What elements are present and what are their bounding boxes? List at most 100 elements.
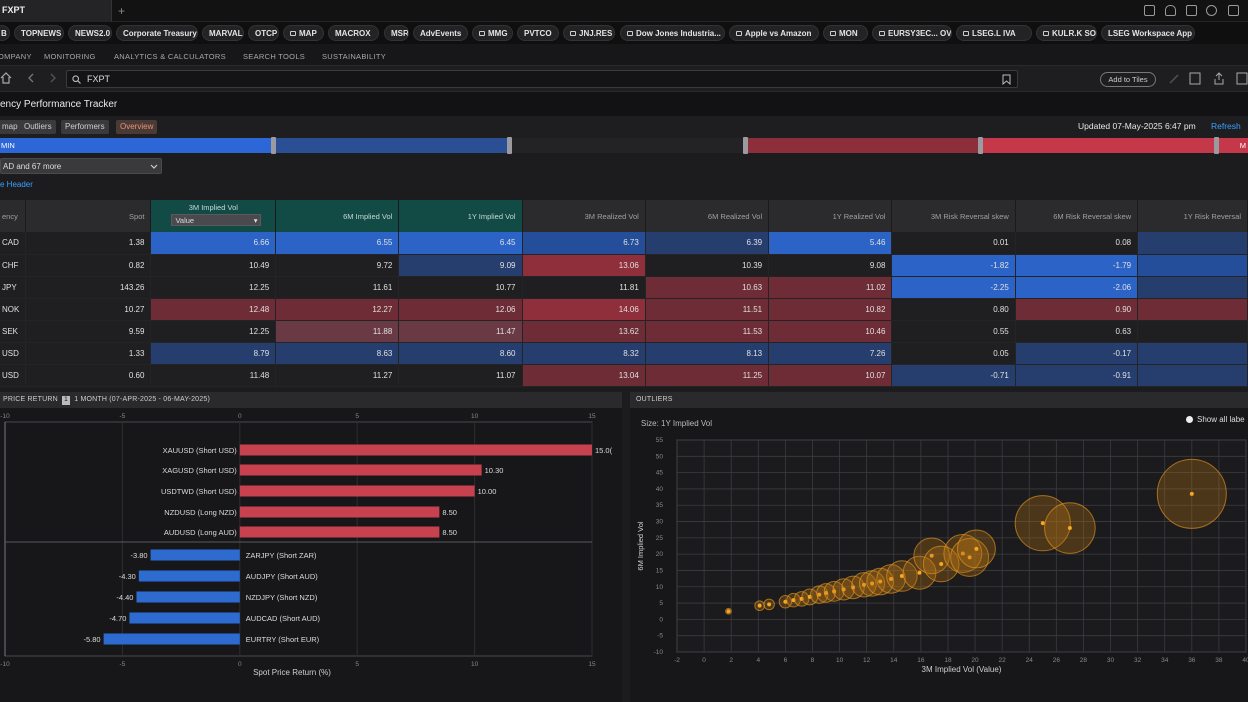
window-tab[interactable]: FXPT (0, 0, 112, 22)
hide-header-link[interactable]: e Header (0, 180, 33, 189)
scale-handle[interactable] (743, 137, 748, 154)
favorite-chip[interactable]: JNJ.RES (563, 25, 615, 41)
column-header[interactable]: 3M Implied Vol Value ▾ (150, 200, 277, 232)
favorite-chip[interactable]: LSEG.L IVA (956, 25, 1032, 41)
scatter-point[interactable] (1067, 526, 1072, 531)
scatter-point[interactable] (767, 602, 772, 607)
show-labels-radio[interactable] (1186, 416, 1193, 423)
column-header[interactable]: 1Y Realized Vol (768, 200, 893, 232)
add-to-tiles-button[interactable]: Add to Tiles (1100, 72, 1156, 87)
scatter-point[interactable] (726, 609, 731, 614)
favorite-chip[interactable]: MAP (283, 25, 324, 41)
table-row[interactable]: SEK 9.59 12.25 11.88 11.47 13.62 11.53 10.46 0.5… (0, 320, 1248, 343)
scatter-point[interactable] (878, 579, 883, 584)
favorite-chip[interactable]: LSEG Workspace App (1101, 25, 1195, 41)
tab-overview[interactable]: Overview (116, 120, 158, 134)
bar[interactable] (150, 549, 240, 561)
scatter-point[interactable] (870, 581, 875, 586)
column-header[interactable]: 3M Realized Vol (522, 200, 646, 232)
chat-icon[interactable] (1186, 5, 1197, 16)
favorite-chip[interactable]: MSR (384, 25, 409, 41)
bar[interactable] (239, 444, 593, 456)
favorite-chip[interactable]: PVTCO (517, 25, 559, 41)
table-row[interactable]: NOK 10.27 12.48 12.27 12.06 14.06 11.51 10.82 0.… (0, 298, 1248, 321)
scatter-point[interactable] (967, 555, 972, 560)
bar[interactable] (138, 570, 240, 582)
favorite-chip[interactable]: AdvEvents (413, 25, 468, 41)
favorite-chip[interactable]: OTCP (248, 25, 279, 41)
column-header[interactable]: 6M Risk Reversal skew (1015, 200, 1139, 232)
nav-search-tools[interactable]: SEARCH TOOLS (243, 52, 306, 61)
favorite-chip[interactable]: Corporate Treasury (116, 25, 198, 41)
period-icon[interactable]: 1 (62, 396, 71, 405)
value-select[interactable]: Value ▾ (171, 214, 262, 226)
table-row[interactable]: JPY 143.26 12.25 11.61 10.77 11.81 10.63 11.02-… (0, 276, 1248, 299)
scale-handle[interactable] (1214, 137, 1219, 154)
bar[interactable] (129, 612, 240, 624)
bar[interactable] (239, 464, 482, 476)
favorite-chip[interactable]: Apple vs Amazon (729, 25, 819, 41)
scale-handle[interactable] (271, 137, 276, 154)
table-row[interactable]: USD 1.33 8.79 8.63 8.60 8.32 8.13 7.26 0.05 -0.17 (0, 342, 1248, 365)
bar[interactable] (239, 485, 475, 497)
table-row[interactable]: USD 0.60 11.48 11.27 11.07 13.04 11.25 10.07 -0.… (0, 364, 1248, 387)
column-header[interactable]: 6M Realized Vol (645, 200, 770, 232)
new-window-icon[interactable] (1189, 72, 1201, 85)
favorite-chip[interactable]: MACROX (328, 25, 379, 41)
new-tab-button[interactable]: + (118, 4, 126, 18)
scale-handle[interactable] (507, 137, 512, 154)
nav-sustainability[interactable]: SUSTAINABILITY (322, 52, 387, 61)
bookmark-icon[interactable] (1002, 74, 1011, 85)
forward-icon[interactable] (48, 73, 58, 83)
scatter-point[interactable] (960, 551, 965, 556)
scatter-point[interactable] (889, 576, 894, 581)
tab-outliers[interactable]: Outliers (20, 120, 56, 134)
scatter-point[interactable] (917, 570, 922, 575)
bar[interactable] (239, 526, 440, 538)
favorite-chip[interactable]: B (0, 25, 10, 41)
more-icon[interactable] (1236, 72, 1248, 85)
scatter-point[interactable] (1040, 521, 1045, 526)
bar[interactable] (239, 506, 440, 518)
scatter-point[interactable] (757, 603, 762, 608)
table-row[interactable]: CHF 0.82 10.49 9.72 9.09 13.06 10.39 9.08 -1.82-… (0, 254, 1248, 277)
link-icon[interactable] (1168, 73, 1180, 85)
nav-company[interactable]: OMPANY (0, 52, 32, 61)
refresh-link[interactable]: Refresh (1211, 121, 1241, 131)
column-header[interactable]: Spot (25, 200, 152, 232)
scatter-point[interactable] (939, 561, 944, 566)
favorite-chip[interactable]: EURSY3EC... OV (872, 25, 952, 41)
favorite-chip[interactable]: MON (823, 25, 868, 41)
layout-icon[interactable] (1144, 5, 1155, 16)
nav-analytics[interactable]: ANALYTICS & CALCULATORS (114, 52, 226, 61)
help-icon[interactable] (1206, 5, 1217, 16)
home-icon[interactable] (0, 72, 12, 84)
nav-monitoring[interactable]: MONITORING (44, 52, 96, 61)
column-header[interactable]: ency (0, 200, 27, 232)
favorite-chip[interactable]: Dow Jones Industria... (620, 25, 725, 41)
scale-handle[interactable] (978, 137, 983, 154)
back-icon[interactable] (26, 73, 36, 83)
table-row[interactable]: CAD 1.38 6.66 6.55 6.45 6.73 6.39 5.46 0.01 0.08 (0, 232, 1248, 255)
scatter-point[interactable] (929, 553, 934, 558)
bell-icon[interactable] (1165, 5, 1176, 16)
currency-filter-dropdown[interactable]: AD and 67 more (0, 158, 162, 174)
favorite-chip[interactable]: NEWS2.0 (68, 25, 112, 41)
scatter-point[interactable] (861, 582, 866, 587)
favorite-chip[interactable]: KULR.K SOV (1036, 25, 1097, 41)
share-icon[interactable] (1213, 72, 1225, 85)
column-header[interactable]: 1Y Risk Reversal (1137, 200, 1248, 232)
tab-heatmap[interactable]: map (0, 120, 22, 134)
scatter-point[interactable] (1189, 491, 1194, 496)
bar[interactable] (136, 591, 240, 603)
favorite-chip[interactable]: MMG (472, 25, 513, 41)
calendar-icon[interactable] (1228, 5, 1239, 16)
favorite-chip[interactable]: MARVAL (202, 25, 244, 41)
column-header[interactable]: 1Y Implied Vol (398, 200, 523, 232)
address-input[interactable]: FXPT (66, 70, 1018, 88)
tab-performers[interactable]: Performers (61, 120, 109, 134)
scatter-point[interactable] (817, 592, 822, 597)
column-header[interactable]: 3M Risk Reversal skew (891, 200, 1016, 232)
favorite-chip[interactable]: TOPNEWS (14, 25, 64, 41)
scatter-point[interactable] (974, 546, 979, 551)
